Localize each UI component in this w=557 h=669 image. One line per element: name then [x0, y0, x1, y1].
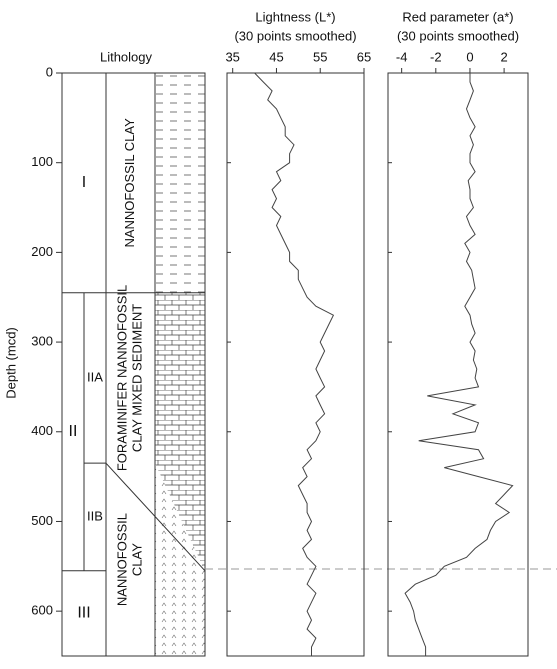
unit-label: II: [69, 423, 78, 440]
lithology-description: NANNOFOSSIL: [114, 513, 129, 606]
ooze-pattern: [155, 292, 205, 571]
subunit-label: IIA: [87, 369, 103, 384]
unit-label: I: [82, 174, 86, 191]
y-tick-label: 300: [31, 334, 53, 349]
panel-title: Red parameter (a*): [402, 9, 513, 24]
clay-pattern: [155, 73, 205, 293]
lithology-description: CLAY MIXED SEDIMENT: [129, 304, 144, 452]
contact-line: [105, 462, 206, 572]
x-tick-label: 65: [357, 49, 371, 64]
panel-title: Lightness (L*): [255, 9, 335, 24]
lithology-description: FORAMINIFER NANNOFOSSIL: [114, 285, 129, 471]
lithology-description: CLAY: [129, 543, 144, 576]
y-tick-label: 200: [31, 244, 53, 259]
subunit-label: IIB: [87, 508, 103, 523]
data-line: [404, 73, 514, 656]
y-tick-label: 600: [31, 603, 53, 618]
y-tick-label: 400: [31, 423, 53, 438]
data-line: [254, 72, 335, 656]
x-tick-label: 2: [500, 49, 507, 64]
panel-subtitle: (30 points smoothed): [397, 28, 519, 43]
x-tick-label: 55: [313, 49, 327, 64]
y-tick-label: 100: [31, 154, 53, 169]
lithology-title: Lithology: [100, 49, 153, 64]
panel-frame: [387, 72, 529, 657]
y-tick-label: 500: [31, 513, 53, 528]
lithology-description: NANNOFOSSIL CLAY: [122, 118, 137, 248]
panel-frame: [226, 72, 365, 657]
clay-pattern: [155, 463, 205, 656]
unit-label: III: [77, 605, 90, 622]
y-tick-label: 0: [46, 64, 53, 79]
lithology-frame: [61, 72, 206, 657]
x-tick-label: -2: [430, 49, 442, 64]
x-tick-label: 35: [225, 49, 239, 64]
x-tick-label: 45: [269, 49, 283, 64]
y-axis-label: Depth (mcd): [3, 327, 18, 399]
x-tick-label: 0: [466, 49, 473, 64]
x-tick-label: -4: [396, 49, 408, 64]
panel-subtitle: (30 points smoothed): [234, 28, 356, 43]
